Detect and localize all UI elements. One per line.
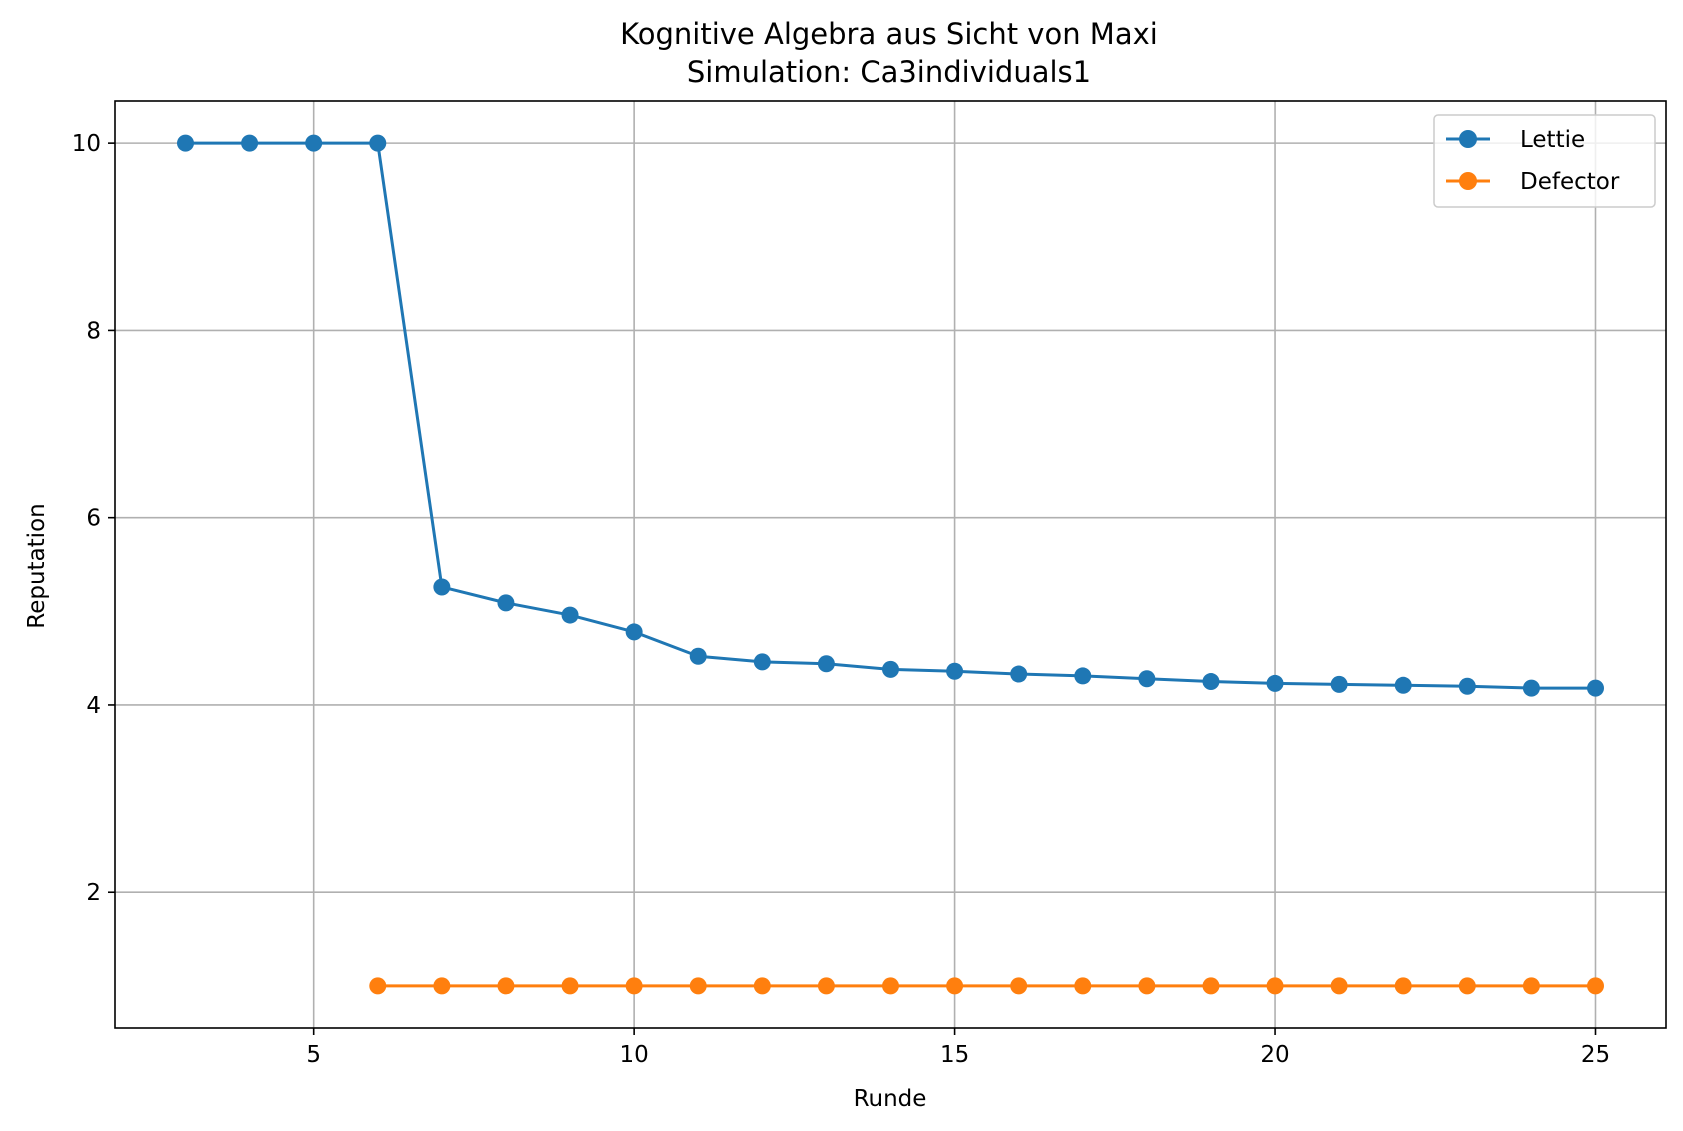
- data-point-defector: [369, 977, 387, 995]
- data-point-lettie: [689, 647, 707, 665]
- y-tick-label: 2: [86, 880, 101, 906]
- data-point-lettie: [241, 134, 259, 152]
- data-point-defector: [689, 977, 707, 995]
- data-point-lettie: [497, 594, 515, 612]
- data-point-lettie: [1010, 665, 1028, 683]
- legend-label-lettie: Lettie: [1520, 127, 1585, 153]
- data-point-lettie: [1394, 676, 1412, 694]
- data-point-defector: [1522, 977, 1540, 995]
- data-point-defector: [1266, 977, 1284, 995]
- data-point-defector: [1074, 977, 1092, 995]
- series-group: [177, 134, 1604, 995]
- data-point-defector: [1202, 977, 1220, 995]
- x-tick-label: 10: [619, 1042, 648, 1068]
- data-point-defector: [882, 977, 899, 995]
- legend-label-defector: Defector: [1520, 169, 1620, 195]
- plot-frame: [114, 100, 1667, 1029]
- y-tick-label: 6: [86, 506, 101, 532]
- data-point-defector: [753, 977, 771, 995]
- legend: Lettie Defector: [1433, 114, 1656, 208]
- legend-marker-defector: [1459, 172, 1477, 190]
- data-point-lettie: [561, 606, 579, 624]
- data-point-defector: [946, 977, 964, 995]
- data-point-lettie: [1587, 679, 1604, 697]
- data-point-lettie: [817, 655, 835, 673]
- x-tick-label: 20: [1260, 1042, 1289, 1068]
- y-axis-label: Reputation: [24, 503, 50, 628]
- data-point-defector: [1330, 977, 1348, 995]
- data-point-lettie: [1202, 673, 1220, 691]
- data-point-lettie: [305, 134, 323, 152]
- data-point-lettie: [1074, 667, 1092, 685]
- data-point-defector: [625, 977, 643, 995]
- data-point-defector: [561, 977, 579, 995]
- data-point-lettie: [1330, 675, 1348, 693]
- data-point-defector: [1138, 977, 1156, 995]
- y-tick-label: 8: [86, 318, 101, 344]
- data-point-lettie: [1522, 679, 1540, 697]
- data-point-lettie: [1266, 674, 1284, 692]
- data-point-lettie: [753, 653, 771, 671]
- data-point-lettie: [625, 623, 643, 641]
- x-tick-label: 25: [1581, 1042, 1610, 1068]
- y-tick-label: 4: [86, 693, 101, 719]
- data-point-defector: [497, 977, 515, 995]
- axis-ticks: 5 10 15 20 25 2 4 6 8 10: [72, 131, 1610, 1068]
- data-point-lettie: [433, 578, 451, 596]
- data-point-lettie: [369, 134, 387, 152]
- x-tick-label: 15: [940, 1042, 969, 1068]
- x-tick-label: 5: [306, 1042, 321, 1068]
- data-point-defector: [1010, 977, 1028, 995]
- data-point-lettie: [177, 134, 194, 152]
- chart-subtitle: Simulation: Ca3individuals1: [687, 55, 1091, 89]
- data-point-defector: [1458, 977, 1476, 995]
- x-axis-label: Runde: [854, 1086, 927, 1112]
- legend-marker-lettie: [1459, 130, 1477, 148]
- data-point-lettie: [882, 660, 899, 678]
- data-point-lettie: [1458, 677, 1476, 695]
- data-point-defector: [1587, 977, 1604, 995]
- grid-lines: [115, 101, 1666, 1028]
- data-point-defector: [817, 977, 835, 995]
- data-point-lettie: [946, 662, 964, 680]
- y-tick-label: 10: [72, 131, 101, 157]
- chart-title: Kognitive Algebra aus Sicht von Maxi: [620, 17, 1158, 51]
- data-point-lettie: [1138, 670, 1156, 688]
- data-point-defector: [433, 977, 451, 995]
- data-point-defector: [1394, 977, 1412, 995]
